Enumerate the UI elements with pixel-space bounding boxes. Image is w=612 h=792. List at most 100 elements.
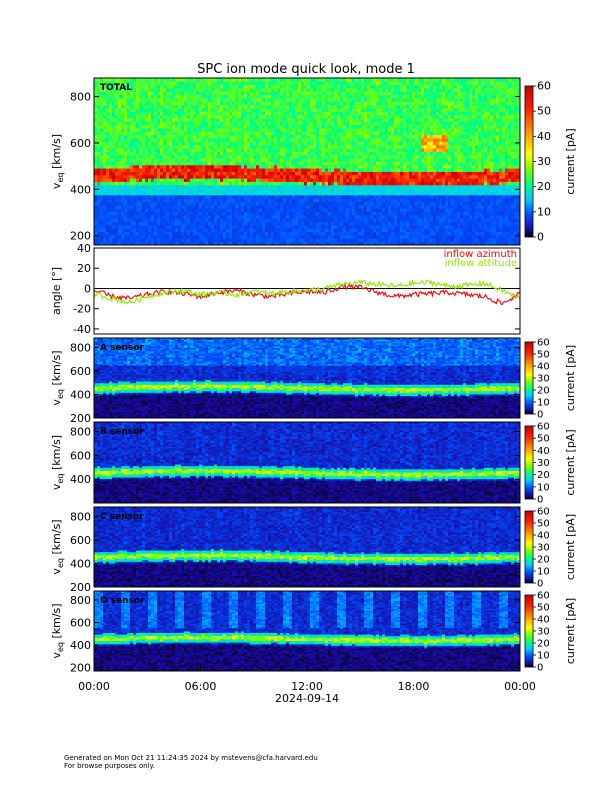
- heatmap-cell: [169, 118, 172, 122]
- heatmap-cell: [136, 108, 139, 112]
- heatmap-cell: [175, 98, 178, 102]
- heatmap-cell: [178, 141, 181, 145]
- heatmap-cell: [103, 225, 106, 229]
- heatmap-cell: [133, 91, 136, 95]
- heatmap-cell: [163, 218, 166, 222]
- heatmap-cell: [163, 151, 166, 155]
- heatmap-cell: [127, 238, 130, 242]
- heatmap-cell: [136, 125, 139, 129]
- heatmap-cell: [100, 135, 103, 139]
- heatmap-cell: [136, 202, 139, 206]
- heatmap-cell: [136, 121, 139, 125]
- heatmap-cell: [163, 121, 166, 125]
- heatmap-cell: [142, 131, 145, 135]
- heatmap-cell: [127, 235, 130, 239]
- heatmap-cell: [145, 232, 148, 236]
- heatmap-cell: [115, 172, 118, 176]
- heatmap-cell: [94, 125, 97, 129]
- heatmap-cell: [175, 218, 178, 222]
- heatmap-cell: [100, 151, 103, 155]
- heatmap-cell: [100, 202, 103, 206]
- heatmap-cell: [94, 215, 97, 219]
- heatmap-cell: [169, 121, 172, 125]
- heatmap-cell: [94, 85, 97, 89]
- heatmap-cell: [139, 121, 142, 125]
- heatmap-cell: [112, 218, 115, 222]
- heatmap-cell: [145, 212, 148, 216]
- heatmap-cell: [151, 182, 154, 186]
- heatmap-cell: [142, 228, 145, 232]
- heatmap-cell: [178, 202, 181, 206]
- heatmap-cell: [151, 85, 154, 89]
- heatmap-cell: [142, 212, 145, 216]
- heatmap-cell: [106, 185, 109, 189]
- heatmap-cell: [115, 148, 118, 152]
- heatmap-cell: [127, 208, 130, 212]
- heatmap-cell: [106, 175, 109, 179]
- heatmap-cell: [142, 168, 145, 172]
- heatmap-cell: [148, 175, 151, 179]
- heatmap-cell: [136, 101, 139, 105]
- heatmap-cell: [178, 232, 181, 236]
- heatmap-cell: [115, 125, 118, 129]
- heatmap-cell: [151, 208, 154, 212]
- heatmap-cell: [160, 175, 163, 179]
- heatmap-cell: [166, 108, 169, 112]
- heatmap-cell: [154, 115, 157, 119]
- heatmap-cell: [148, 188, 151, 192]
- heatmap-cell: [172, 138, 175, 142]
- heatmap-cell: [169, 88, 172, 92]
- heatmap-cell: [175, 215, 178, 219]
- heatmap-cell: [169, 105, 172, 109]
- heatmap-cell: [94, 151, 97, 155]
- heatmap-cell: [100, 218, 103, 222]
- heatmap-cell: [94, 138, 97, 142]
- heatmap-cell: [178, 131, 181, 135]
- heatmap-cell: [133, 198, 136, 202]
- heatmap-cell: [166, 81, 169, 85]
- heatmap-cell: [100, 131, 103, 135]
- heatmap-cell: [178, 185, 181, 189]
- heatmap-cell: [151, 141, 154, 145]
- heatmap-cell: [121, 121, 124, 125]
- heatmap-cell: [166, 198, 169, 202]
- heatmap-cell: [124, 148, 127, 152]
- heatmap-cell: [136, 175, 139, 179]
- heatmap-cell: [160, 202, 163, 206]
- heatmap-cell: [142, 145, 145, 149]
- heatmap-cell: [136, 235, 139, 239]
- heatmap-cell: [94, 148, 97, 152]
- heatmap-cell: [100, 185, 103, 189]
- heatmap-cell: [154, 85, 157, 89]
- heatmap-cell: [160, 188, 163, 192]
- heatmap-cell: [124, 172, 127, 176]
- heatmap-cell: [157, 78, 160, 82]
- heatmap-cell: [160, 101, 163, 105]
- heatmap-cell: [127, 215, 130, 219]
- heatmap-cell: [130, 185, 133, 189]
- heatmap-cell: [172, 81, 175, 85]
- heatmap-cell: [94, 198, 97, 202]
- heatmap-cell: [97, 155, 100, 159]
- heatmap-cell: [157, 135, 160, 139]
- heatmap-cell: [100, 235, 103, 239]
- heatmap-cell: [100, 178, 103, 182]
- heatmap-cell: [145, 135, 148, 139]
- heatmap-cell: [145, 88, 148, 92]
- heatmap-cell: [106, 198, 109, 202]
- heatmap-cell: [121, 158, 124, 162]
- heatmap-cell: [151, 81, 154, 85]
- heatmap-cell: [97, 215, 100, 219]
- heatmap-cell: [145, 141, 148, 145]
- heatmap-cell: [178, 178, 181, 182]
- heatmap-cell: [103, 158, 106, 162]
- heatmap-cell: [115, 101, 118, 105]
- heatmap-cell: [103, 108, 106, 112]
- heatmap-cell: [136, 98, 139, 102]
- heatmap-cell: [175, 238, 178, 242]
- heatmap-cell: [97, 98, 100, 102]
- heatmap-cell: [166, 212, 169, 216]
- heatmap-cell: [136, 215, 139, 219]
- heatmap-cell: [148, 95, 151, 99]
- heatmap-cell: [175, 165, 178, 169]
